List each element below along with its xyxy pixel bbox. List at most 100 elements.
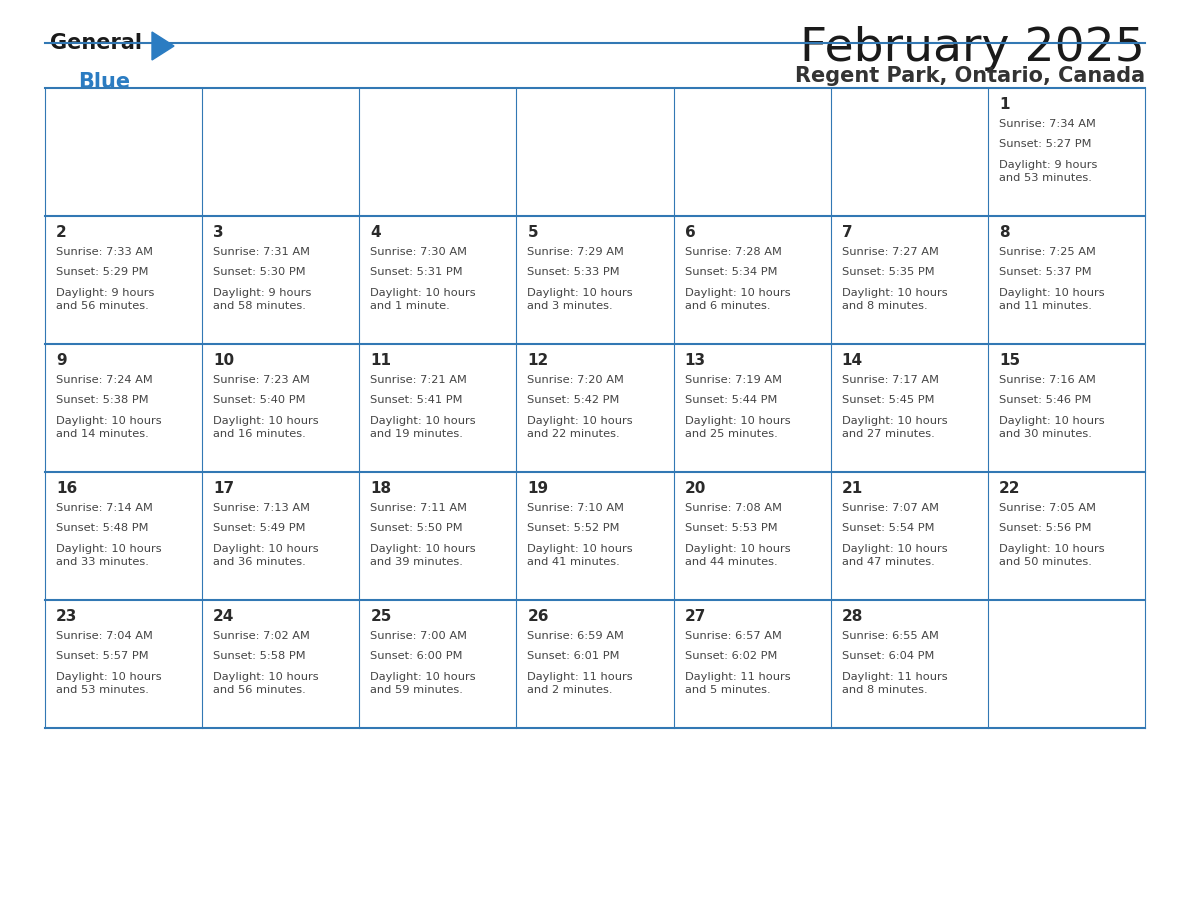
Text: Sunrise: 7:14 AM: Sunrise: 7:14 AM — [56, 503, 153, 513]
Text: Sunrise: 7:08 AM: Sunrise: 7:08 AM — [684, 503, 782, 513]
Text: 2: 2 — [56, 225, 67, 240]
Text: 10: 10 — [213, 353, 234, 368]
Text: Sunrise: 7:02 AM: Sunrise: 7:02 AM — [213, 631, 310, 641]
Text: Sunrise: 7:07 AM: Sunrise: 7:07 AM — [842, 503, 939, 513]
Text: Sunset: 5:31 PM: Sunset: 5:31 PM — [371, 267, 463, 277]
Text: 15: 15 — [999, 353, 1020, 368]
Text: Daylight: 10 hours
and 25 minutes.: Daylight: 10 hours and 25 minutes. — [684, 416, 790, 439]
Text: Daylight: 10 hours
and 27 minutes.: Daylight: 10 hours and 27 minutes. — [842, 416, 947, 439]
Text: Wednesday: Wednesday — [543, 58, 646, 73]
Text: Saturday: Saturday — [1025, 58, 1107, 73]
Text: Sunset: 5:42 PM: Sunset: 5:42 PM — [527, 396, 620, 405]
Text: 21: 21 — [842, 481, 862, 496]
Text: Sunrise: 7:28 AM: Sunrise: 7:28 AM — [684, 247, 782, 257]
Text: Sunset: 5:33 PM: Sunset: 5:33 PM — [527, 267, 620, 277]
Text: 8: 8 — [999, 225, 1010, 240]
Text: Daylight: 10 hours
and 6 minutes.: Daylight: 10 hours and 6 minutes. — [684, 287, 790, 311]
Text: 20: 20 — [684, 481, 706, 496]
Text: Sunset: 5:38 PM: Sunset: 5:38 PM — [56, 396, 148, 405]
Text: Sunset: 5:52 PM: Sunset: 5:52 PM — [527, 523, 620, 533]
Text: Tuesday: Tuesday — [402, 58, 474, 73]
Text: Daylight: 10 hours
and 30 minutes.: Daylight: 10 hours and 30 minutes. — [999, 416, 1105, 439]
Text: Daylight: 11 hours
and 8 minutes.: Daylight: 11 hours and 8 minutes. — [842, 672, 947, 695]
Text: Sunset: 5:49 PM: Sunset: 5:49 PM — [213, 523, 305, 533]
Text: Regent Park, Ontario, Canada: Regent Park, Ontario, Canada — [795, 66, 1145, 86]
Text: Daylight: 10 hours
and 36 minutes.: Daylight: 10 hours and 36 minutes. — [213, 543, 318, 567]
Text: Thursday: Thursday — [710, 58, 794, 73]
Text: Sunset: 5:54 PM: Sunset: 5:54 PM — [842, 523, 934, 533]
Text: Sunset: 5:57 PM: Sunset: 5:57 PM — [56, 651, 148, 661]
Text: 24: 24 — [213, 609, 234, 624]
Text: Daylight: 10 hours
and 22 minutes.: Daylight: 10 hours and 22 minutes. — [527, 416, 633, 439]
Text: Sunset: 5:46 PM: Sunset: 5:46 PM — [999, 396, 1092, 405]
Text: Daylight: 10 hours
and 56 minutes.: Daylight: 10 hours and 56 minutes. — [213, 672, 318, 695]
Text: Sunrise: 7:05 AM: Sunrise: 7:05 AM — [999, 503, 1095, 513]
Text: 22: 22 — [999, 481, 1020, 496]
Text: Daylight: 10 hours
and 33 minutes.: Daylight: 10 hours and 33 minutes. — [56, 543, 162, 567]
Text: Sunset: 5:58 PM: Sunset: 5:58 PM — [213, 651, 305, 661]
Text: 19: 19 — [527, 481, 549, 496]
Text: 9: 9 — [56, 353, 67, 368]
Text: Sunrise: 6:57 AM: Sunrise: 6:57 AM — [684, 631, 782, 641]
Text: Daylight: 10 hours
and 39 minutes.: Daylight: 10 hours and 39 minutes. — [371, 543, 476, 567]
Text: 16: 16 — [56, 481, 77, 496]
Text: Daylight: 10 hours
and 53 minutes.: Daylight: 10 hours and 53 minutes. — [56, 672, 162, 695]
Text: 25: 25 — [371, 609, 392, 624]
Text: Sunset: 6:01 PM: Sunset: 6:01 PM — [527, 651, 620, 661]
Text: Sunset: 5:27 PM: Sunset: 5:27 PM — [999, 140, 1092, 150]
Text: Sunset: 5:45 PM: Sunset: 5:45 PM — [842, 396, 934, 405]
Text: Daylight: 10 hours
and 47 minutes.: Daylight: 10 hours and 47 minutes. — [842, 543, 947, 567]
Text: Sunset: 6:00 PM: Sunset: 6:00 PM — [371, 651, 463, 661]
Text: February 2025: February 2025 — [801, 26, 1145, 71]
Text: Daylight: 9 hours
and 56 minutes.: Daylight: 9 hours and 56 minutes. — [56, 287, 154, 311]
Text: Daylight: 10 hours
and 19 minutes.: Daylight: 10 hours and 19 minutes. — [371, 416, 476, 439]
Text: Daylight: 10 hours
and 8 minutes.: Daylight: 10 hours and 8 minutes. — [842, 287, 947, 311]
Text: Sunrise: 7:20 AM: Sunrise: 7:20 AM — [527, 375, 625, 385]
Text: Sunset: 5:44 PM: Sunset: 5:44 PM — [684, 396, 777, 405]
Text: 4: 4 — [371, 225, 381, 240]
Text: Daylight: 10 hours
and 3 minutes.: Daylight: 10 hours and 3 minutes. — [527, 287, 633, 311]
Text: 27: 27 — [684, 609, 706, 624]
Text: General: General — [50, 33, 143, 53]
Text: Sunset: 5:35 PM: Sunset: 5:35 PM — [842, 267, 934, 277]
Text: 14: 14 — [842, 353, 862, 368]
Text: Sunrise: 7:23 AM: Sunrise: 7:23 AM — [213, 375, 310, 385]
Text: Sunset: 5:48 PM: Sunset: 5:48 PM — [56, 523, 148, 533]
Text: Sunrise: 7:16 AM: Sunrise: 7:16 AM — [999, 375, 1095, 385]
Text: Daylight: 10 hours
and 41 minutes.: Daylight: 10 hours and 41 minutes. — [527, 543, 633, 567]
Text: Sunrise: 7:30 AM: Sunrise: 7:30 AM — [371, 247, 467, 257]
Text: 13: 13 — [684, 353, 706, 368]
Text: Sunset: 5:34 PM: Sunset: 5:34 PM — [684, 267, 777, 277]
Text: Daylight: 10 hours
and 44 minutes.: Daylight: 10 hours and 44 minutes. — [684, 543, 790, 567]
Text: 28: 28 — [842, 609, 864, 624]
Text: Daylight: 10 hours
and 11 minutes.: Daylight: 10 hours and 11 minutes. — [999, 287, 1105, 311]
Text: Sunrise: 7:25 AM: Sunrise: 7:25 AM — [999, 247, 1095, 257]
Text: Daylight: 10 hours
and 1 minute.: Daylight: 10 hours and 1 minute. — [371, 287, 476, 311]
Text: Sunrise: 7:00 AM: Sunrise: 7:00 AM — [371, 631, 467, 641]
Text: Daylight: 9 hours
and 53 minutes.: Daylight: 9 hours and 53 minutes. — [999, 160, 1098, 183]
Text: Sunrise: 7:31 AM: Sunrise: 7:31 AM — [213, 247, 310, 257]
Text: Sunrise: 7:29 AM: Sunrise: 7:29 AM — [527, 247, 625, 257]
Text: Friday: Friday — [881, 58, 937, 73]
Text: Daylight: 11 hours
and 5 minutes.: Daylight: 11 hours and 5 minutes. — [684, 672, 790, 695]
Text: Sunrise: 7:21 AM: Sunrise: 7:21 AM — [371, 375, 467, 385]
Text: Monday: Monday — [246, 58, 316, 73]
Text: Sunrise: 7:33 AM: Sunrise: 7:33 AM — [56, 247, 153, 257]
Text: 1: 1 — [999, 97, 1010, 112]
Text: Daylight: 10 hours
and 59 minutes.: Daylight: 10 hours and 59 minutes. — [371, 672, 476, 695]
Text: 6: 6 — [684, 225, 695, 240]
Text: Sunrise: 7:10 AM: Sunrise: 7:10 AM — [527, 503, 625, 513]
Text: Daylight: 10 hours
and 14 minutes.: Daylight: 10 hours and 14 minutes. — [56, 416, 162, 439]
Text: 18: 18 — [371, 481, 391, 496]
Text: 12: 12 — [527, 353, 549, 368]
Text: Sunrise: 7:04 AM: Sunrise: 7:04 AM — [56, 631, 153, 641]
Text: Daylight: 11 hours
and 2 minutes.: Daylight: 11 hours and 2 minutes. — [527, 672, 633, 695]
Text: Sunrise: 7:19 AM: Sunrise: 7:19 AM — [684, 375, 782, 385]
Text: Sunrise: 6:59 AM: Sunrise: 6:59 AM — [527, 631, 625, 641]
Text: Sunset: 5:50 PM: Sunset: 5:50 PM — [371, 523, 463, 533]
Text: 7: 7 — [842, 225, 852, 240]
Text: Sunrise: 7:11 AM: Sunrise: 7:11 AM — [371, 503, 467, 513]
Text: Sunset: 5:30 PM: Sunset: 5:30 PM — [213, 267, 305, 277]
Text: Sunrise: 6:55 AM: Sunrise: 6:55 AM — [842, 631, 939, 641]
Text: Sunrise: 7:17 AM: Sunrise: 7:17 AM — [842, 375, 939, 385]
